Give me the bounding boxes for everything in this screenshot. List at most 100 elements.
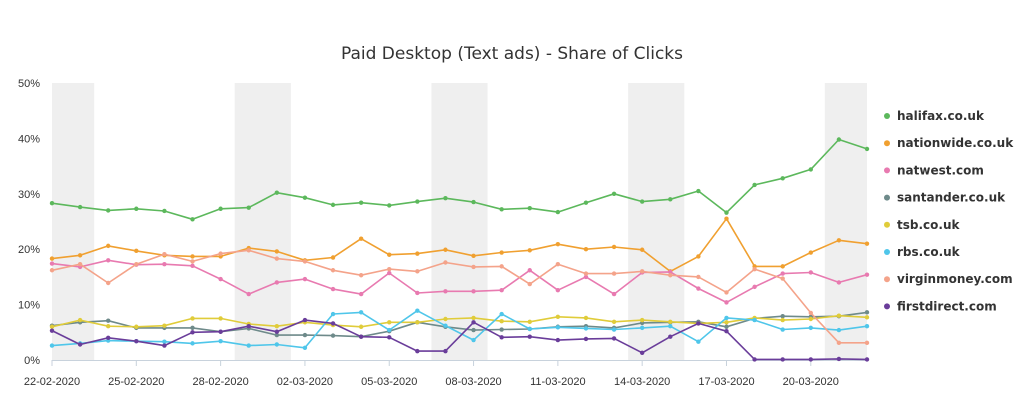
data-point (162, 208, 167, 214)
data-point (162, 323, 167, 328)
data-point (443, 348, 448, 354)
data-point (780, 176, 785, 181)
data-point (724, 210, 729, 215)
data-point (724, 328, 729, 334)
data-point (471, 289, 476, 294)
data-point (106, 258, 111, 263)
legend-item[interactable]: natwest.com (884, 163, 984, 177)
weekend-band (52, 83, 95, 360)
legend-marker (884, 249, 890, 255)
data-point (724, 324, 729, 329)
data-point (639, 350, 645, 355)
x-tick-label: 02-03-2020 (277, 376, 333, 388)
data-point (836, 356, 842, 362)
data-point (696, 286, 701, 291)
data-point (527, 326, 532, 332)
legend-item[interactable]: santander.co.uk (884, 191, 1006, 205)
data-point (555, 325, 561, 330)
legend-item[interactable]: firstdirect.com (884, 299, 997, 313)
data-point (499, 335, 504, 340)
legend-label: rbs.co.uk (897, 245, 961, 259)
data-point (415, 348, 420, 354)
data-point (780, 317, 785, 323)
data-point (330, 286, 336, 292)
legend-item[interactable]: rbs.co.uk (884, 245, 961, 259)
data-point (358, 334, 364, 339)
data-point (218, 329, 223, 334)
data-point (358, 291, 364, 297)
series-group (49, 137, 870, 362)
legend-item[interactable]: halifax.co.uk (884, 109, 985, 123)
weekend-band (628, 83, 685, 360)
data-point (724, 290, 729, 295)
data-point (583, 274, 589, 280)
data-point (836, 313, 842, 318)
data-point (611, 271, 617, 276)
data-point (724, 300, 729, 305)
legend-item[interactable]: tsb.co.uk (884, 218, 960, 232)
data-point (246, 291, 251, 297)
data-point (780, 264, 785, 269)
data-point (527, 248, 532, 253)
legend-marker (884, 167, 890, 174)
x-axis: 22-02-2020 25-02-2020 28-02-2020 02-03-2020… (24, 360, 867, 388)
data-point (387, 252, 392, 257)
data-point (246, 343, 251, 348)
y-tick-label: 40% (18, 133, 40, 145)
data-point (190, 316, 195, 321)
data-point (780, 357, 785, 362)
data-point (387, 320, 392, 325)
data-point (752, 284, 757, 290)
data-point (724, 315, 729, 321)
data-point (668, 319, 673, 324)
data-point (864, 324, 870, 329)
data-point (246, 324, 251, 329)
legend[interactable]: halifax.co.uk nationwide.co.uk natwest.com… (884, 109, 1014, 313)
data-point (499, 319, 504, 324)
data-point (668, 324, 673, 329)
legend-label: santander.co.uk (897, 191, 1006, 205)
data-point (471, 337, 476, 343)
data-point (611, 319, 617, 324)
data-point (808, 270, 813, 275)
data-point (443, 196, 448, 201)
series-halifax-co-uk (49, 137, 870, 222)
data-point (499, 264, 504, 269)
data-point (190, 254, 195, 259)
data-point (583, 200, 589, 205)
data-point (387, 335, 392, 340)
data-point (639, 269, 645, 274)
data-point (302, 195, 308, 200)
data-point (162, 339, 167, 344)
data-point (555, 337, 561, 343)
data-point (555, 261, 561, 267)
data-point (162, 343, 167, 348)
legend-label: tsb.co.uk (897, 218, 960, 232)
data-point (274, 190, 280, 195)
data-point (527, 319, 532, 324)
data-point (77, 317, 83, 323)
data-point (330, 255, 336, 260)
legend-label: halifax.co.uk (897, 109, 985, 123)
legend-marker (884, 140, 890, 147)
data-point (134, 206, 139, 211)
data-point (864, 272, 870, 277)
data-point (639, 317, 645, 323)
data-point (527, 268, 532, 273)
data-point (611, 244, 617, 250)
legend-marker (884, 221, 890, 228)
data-point (611, 336, 617, 341)
legend-item[interactable]: virginmoney.com (884, 272, 1013, 286)
data-point (387, 266, 392, 272)
data-point (387, 270, 392, 276)
data-point (49, 201, 55, 206)
data-point (134, 261, 139, 267)
data-point (499, 287, 504, 293)
x-tick-label: 22-02-2020 (24, 376, 80, 388)
legend-label: firstdirect.com (897, 299, 997, 313)
data-point (499, 327, 504, 332)
y-tick-label: 50% (18, 78, 40, 90)
data-point (134, 248, 139, 254)
data-point (218, 338, 223, 344)
legend-item[interactable]: nationwide.co.uk (884, 136, 1014, 150)
